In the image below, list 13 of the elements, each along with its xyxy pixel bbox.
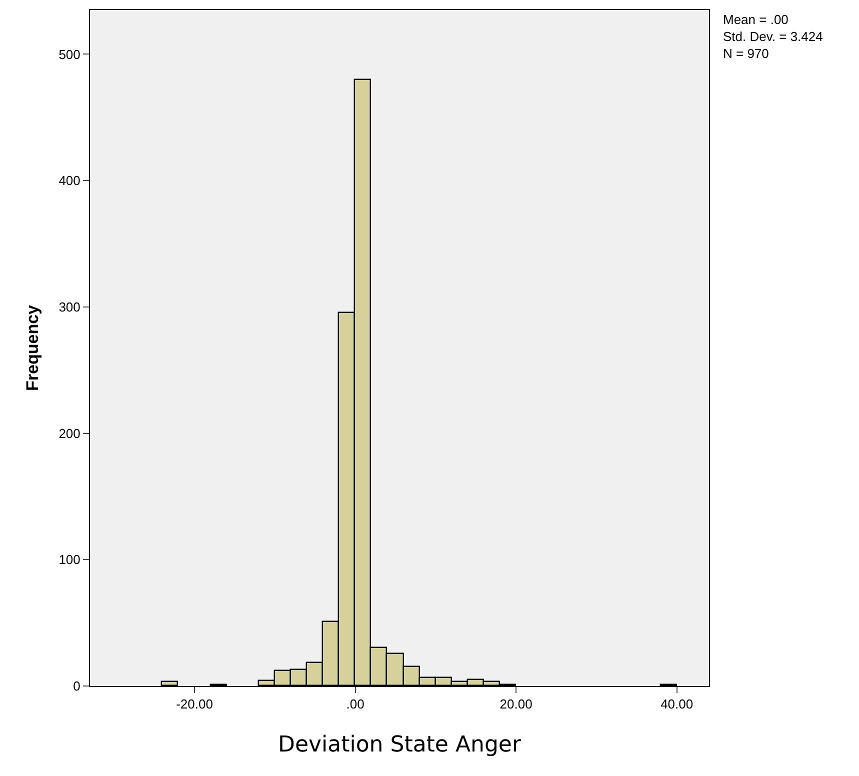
y-tick-label: 0 [73,678,80,694]
y-tick-label: 400 [58,173,80,188]
text: Mean = .00 Std. Dev. = 3.424 N = 970 [723,12,823,61]
x-tick-label: -20.00 [176,696,213,712]
y-tick-label: 200 [58,426,80,441]
x-axis-title: Deviation State Anger [278,732,522,758]
y-tick-label: 100 [58,552,80,568]
y-tick-label: 500 [58,46,80,62]
x-tick-label: .00 [346,696,364,712]
y-axis-title: Frequency [23,304,42,391]
x-tick-label: 40.00 [660,696,694,712]
y-tick-label: 300 [58,299,80,314]
x-tick-label: 20.00 [500,696,532,712]
